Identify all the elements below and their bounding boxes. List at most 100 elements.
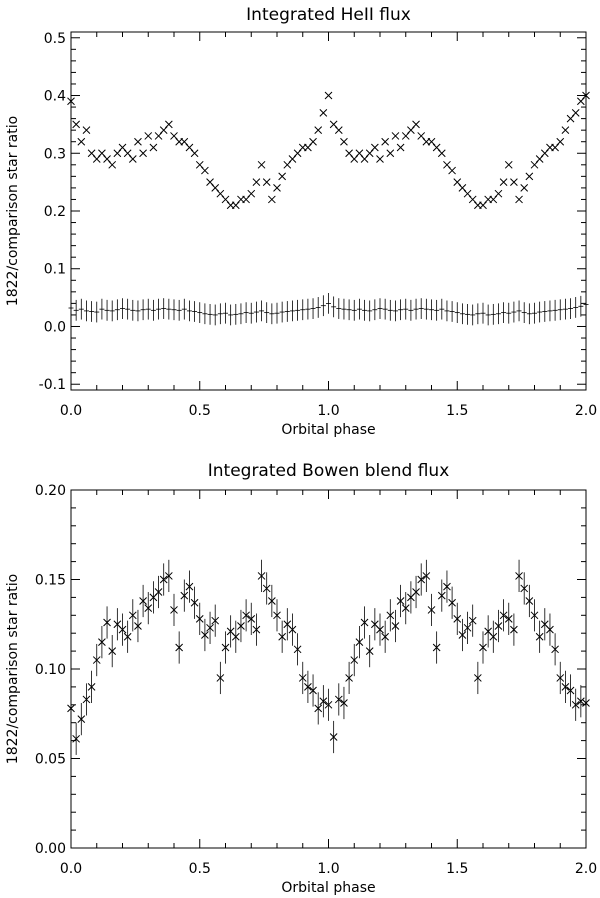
data-point-x [479,643,487,652]
data-point-x [278,172,287,181]
data-point-x [376,155,384,163]
data-point-x [324,91,333,100]
data-point-x [309,686,317,695]
data-point-x [494,622,503,630]
data-point-x [309,137,317,146]
data-point-x [396,597,405,605]
data-point-x [582,699,590,707]
data-point-x [561,126,570,135]
data-point-x [422,572,431,580]
data-point-x [334,695,343,704]
data-point-x [267,195,276,204]
data-point-x [134,137,142,146]
data-point-x [319,108,328,117]
data-point-x [453,615,462,623]
data-point-x [293,645,302,654]
data-point-x [314,126,323,135]
data-point-x [242,611,250,620]
data-point-x [463,623,472,632]
series-2 [68,292,589,326]
data-point-x [67,704,75,713]
data-point-x [571,108,580,117]
data-point-x [257,572,266,580]
data-point-x [391,622,400,630]
data-point-x [231,632,240,641]
data-point-x [72,120,81,129]
data-point-x [340,699,348,707]
data-point-x [103,618,111,627]
data-point-x [340,137,348,146]
data-point-x [216,674,225,682]
data-point-x [87,683,96,691]
data-point-x [561,683,570,691]
data-point-x [515,195,523,204]
data-point-x [144,132,153,140]
x-tick-label: 0.5 [189,403,211,419]
data-point-x [144,604,153,612]
series-1 [67,559,590,755]
y-tick-label: 0.20 [35,483,66,499]
data-point-x [360,618,369,627]
data-point-x [386,611,395,620]
data-point-x [576,697,585,706]
data-point-x [267,597,276,605]
data-point-x [77,715,86,723]
data-point-x [334,126,343,135]
data-point-x [546,625,554,634]
y-tick-label: 0.00 [35,841,66,857]
data-point-x [278,632,287,641]
data-point-x [190,149,199,158]
data-point-x [164,572,173,580]
data-point-x [164,120,173,129]
y-tick-label: 0.15 [35,573,66,589]
data-point-x [365,647,374,655]
y-tick-label: 0.05 [35,752,66,768]
data-point-x [72,734,81,743]
data-point-x [345,674,353,682]
data-point-x [262,584,271,593]
data-point-x [417,575,426,584]
data-point-x [437,149,446,158]
data-point-x [510,625,518,634]
data-point-x [556,137,565,146]
data-point-x [82,695,91,704]
chart-title: Integrated HeII flux [246,5,411,25]
data-point-x [108,160,117,169]
data-point-x [319,697,328,706]
data-point-x [139,597,147,605]
data-point-x [273,611,281,620]
data-point-x [448,166,456,175]
data-point-x [92,656,101,664]
plot-frame [70,31,587,391]
data-point-x [252,625,261,634]
data-point-x [314,704,323,713]
data-point-x [170,606,178,614]
data-point-x [221,643,230,652]
data-point-x [288,625,297,634]
data-point-x [499,178,508,186]
data-point-x [396,143,405,152]
y-axis-label: 1822/comparison star ratio [5,116,21,306]
x-tick-label: 1.5 [446,861,468,877]
data-point-x [324,700,333,709]
data-point-x [376,625,384,634]
data-point-x [128,155,137,163]
data-point-x [556,674,565,682]
data-point-x [499,611,508,620]
data-point-x [159,575,168,584]
y-tick-label: 0.10 [35,662,66,678]
data-point-x [432,643,441,652]
y-tick-label: 0.0 [44,319,66,335]
data-point-x [412,120,420,129]
data-point-x [149,143,158,152]
data-point-x [206,623,214,632]
x-tick-label: 1.5 [446,403,468,419]
x-tick-label: 1.0 [317,861,339,877]
data-point-x [108,647,117,655]
x-axis-label: Orbital phase [281,422,375,438]
y-tick-label: 0.4 [44,89,66,105]
data-point-x [134,622,142,630]
data-point-x [257,160,266,169]
data-point-x [237,622,245,630]
